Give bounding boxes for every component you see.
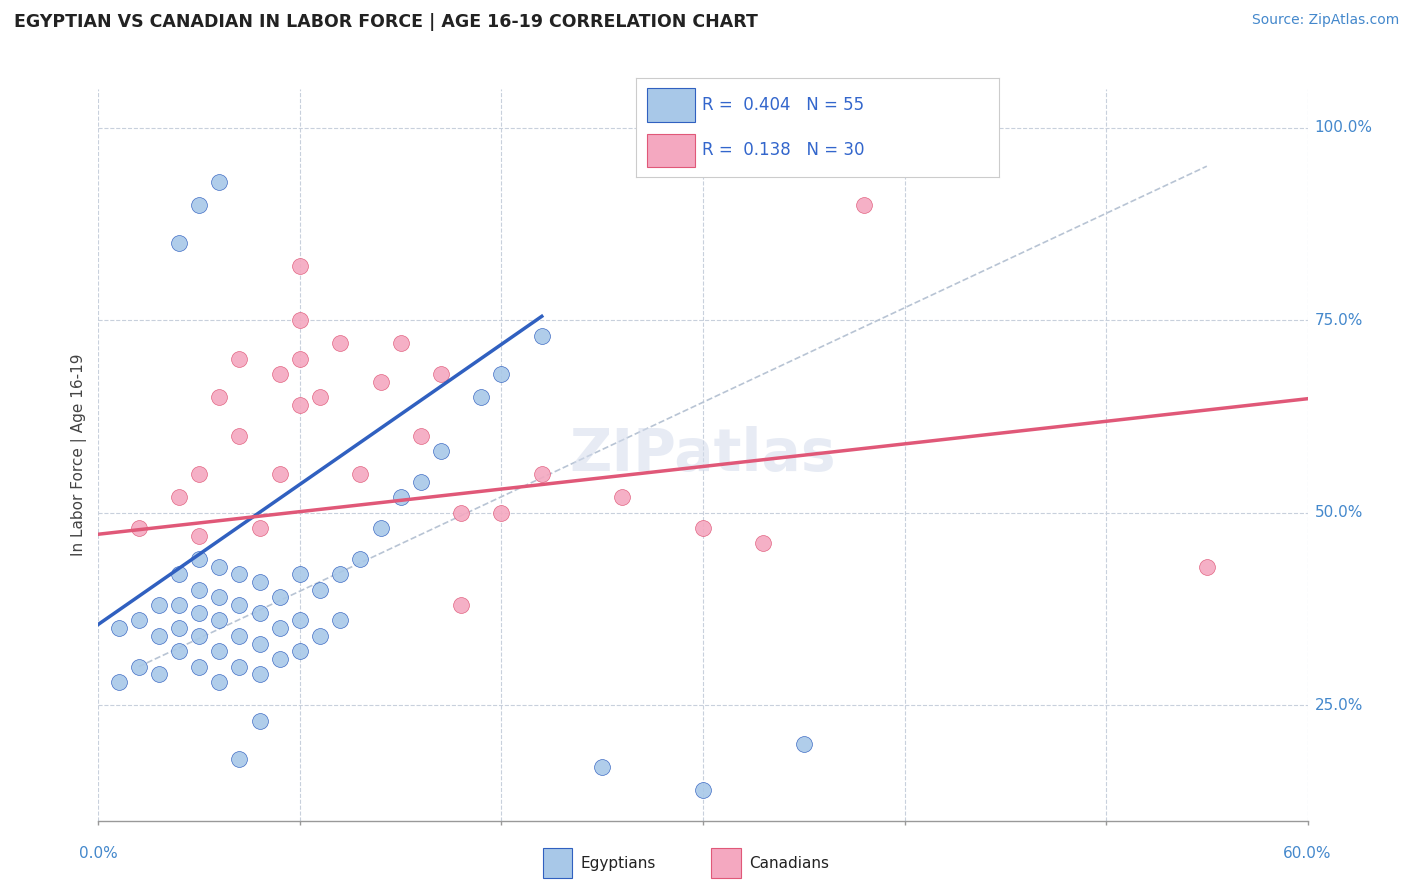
- Text: 25.0%: 25.0%: [1315, 698, 1362, 713]
- Point: [249, 521, 271, 535]
- Point: [309, 629, 332, 643]
- Point: [491, 367, 513, 381]
- Text: Source: ZipAtlas.com: Source: ZipAtlas.com: [1251, 13, 1399, 28]
- Point: [470, 390, 492, 404]
- Point: [530, 467, 553, 482]
- Point: [148, 667, 170, 681]
- Point: [288, 644, 311, 658]
- Point: [269, 652, 291, 666]
- Point: [309, 390, 332, 404]
- Point: [148, 598, 170, 612]
- Point: [128, 659, 150, 673]
- Point: [370, 521, 392, 535]
- Point: [752, 536, 775, 550]
- Point: [249, 574, 271, 589]
- Point: [228, 598, 250, 612]
- Point: [208, 175, 231, 189]
- Point: [228, 752, 250, 766]
- Point: [692, 521, 714, 535]
- Point: [208, 644, 231, 658]
- Point: [249, 636, 271, 650]
- Point: [853, 197, 876, 211]
- Text: ZIPatlas: ZIPatlas: [569, 426, 837, 483]
- Point: [167, 644, 190, 658]
- Point: [167, 598, 190, 612]
- Point: [107, 621, 129, 635]
- Point: [288, 398, 311, 412]
- Point: [188, 582, 211, 597]
- Point: [249, 606, 271, 620]
- Point: [249, 714, 271, 728]
- Point: [288, 567, 311, 582]
- Text: Egyptians: Egyptians: [581, 855, 657, 871]
- Point: [491, 506, 513, 520]
- Point: [228, 428, 250, 442]
- Point: [228, 567, 250, 582]
- Point: [167, 567, 190, 582]
- Text: Canadians: Canadians: [749, 855, 830, 871]
- Point: [269, 367, 291, 381]
- Point: [309, 582, 332, 597]
- Point: [692, 782, 714, 797]
- Point: [148, 629, 170, 643]
- Point: [349, 552, 371, 566]
- Y-axis label: In Labor Force | Age 16-19: In Labor Force | Age 16-19: [72, 353, 87, 557]
- Point: [288, 260, 311, 274]
- Point: [167, 490, 190, 504]
- Text: 60.0%: 60.0%: [1284, 846, 1331, 861]
- Point: [430, 367, 453, 381]
- Point: [228, 659, 250, 673]
- Point: [167, 621, 190, 635]
- Point: [208, 591, 231, 605]
- Text: 50.0%: 50.0%: [1315, 505, 1362, 520]
- Point: [1195, 559, 1218, 574]
- Point: [208, 559, 231, 574]
- Point: [188, 529, 211, 543]
- Text: 75.0%: 75.0%: [1315, 313, 1362, 327]
- Point: [249, 667, 271, 681]
- Point: [188, 629, 211, 643]
- Text: 100.0%: 100.0%: [1315, 120, 1372, 136]
- Point: [450, 598, 472, 612]
- Bar: [711, 848, 741, 878]
- Point: [409, 475, 432, 489]
- Point: [188, 197, 211, 211]
- Point: [389, 336, 412, 351]
- Point: [591, 760, 613, 774]
- Point: [228, 629, 250, 643]
- Point: [208, 675, 231, 690]
- Point: [329, 567, 352, 582]
- Point: [228, 351, 250, 366]
- Point: [288, 313, 311, 327]
- Point: [450, 506, 472, 520]
- Point: [288, 351, 311, 366]
- Point: [269, 467, 291, 482]
- Point: [188, 467, 211, 482]
- Point: [128, 521, 150, 535]
- Point: [288, 614, 311, 628]
- Point: [329, 336, 352, 351]
- Text: EGYPTIAN VS CANADIAN IN LABOR FORCE | AGE 16-19 CORRELATION CHART: EGYPTIAN VS CANADIAN IN LABOR FORCE | AG…: [14, 13, 758, 31]
- Point: [188, 659, 211, 673]
- Point: [409, 428, 432, 442]
- Point: [793, 737, 815, 751]
- Point: [269, 591, 291, 605]
- Point: [530, 328, 553, 343]
- Point: [329, 614, 352, 628]
- Point: [208, 614, 231, 628]
- Point: [612, 490, 634, 504]
- Point: [389, 490, 412, 504]
- Point: [128, 614, 150, 628]
- Point: [208, 390, 231, 404]
- Bar: [543, 848, 572, 878]
- Point: [370, 375, 392, 389]
- Text: 0.0%: 0.0%: [79, 846, 118, 861]
- Point: [188, 552, 211, 566]
- Point: [188, 606, 211, 620]
- Point: [167, 236, 190, 251]
- Point: [269, 621, 291, 635]
- Point: [107, 675, 129, 690]
- Point: [430, 444, 453, 458]
- Point: [349, 467, 371, 482]
